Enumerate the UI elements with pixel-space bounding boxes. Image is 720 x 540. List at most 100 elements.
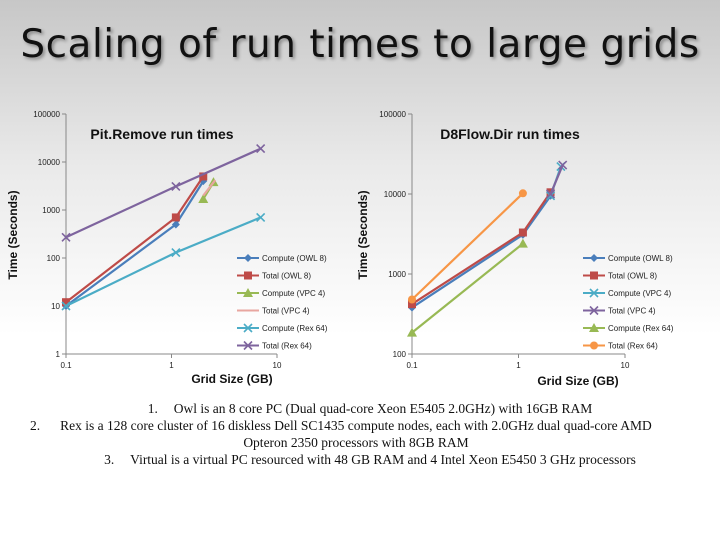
y-tick-label: 1000 xyxy=(388,270,406,279)
data-point xyxy=(545,189,556,199)
series-line xyxy=(411,242,524,334)
y-tick-label: 100000 xyxy=(379,110,406,119)
footnote-2: 2. Rex is a 128 core cluster of 16 diskle… xyxy=(30,418,652,450)
d8flowdir-chart: 100 1000 10000 100000 0.1 1 10 D8Flow.Dir run t… xyxy=(356,110,674,388)
data-point xyxy=(545,191,556,201)
legend-marker xyxy=(590,271,598,280)
data-point xyxy=(517,238,528,248)
data-point xyxy=(198,193,209,203)
chart-title: D8Flow.Dir run times xyxy=(440,126,580,142)
legend-label: Total (OWL 8) xyxy=(262,272,311,281)
legend-label: Compute (OWL 8) xyxy=(262,254,327,263)
legend-label: Total (VPC 4) xyxy=(608,307,656,316)
footnote-3: 3. Virtual is a virtual PC resourced with… xyxy=(104,452,636,467)
legend-item: Compute (OWL 8) xyxy=(237,254,327,263)
y-tick-label: 10000 xyxy=(38,158,61,167)
y-tick-label: 100 xyxy=(47,254,61,263)
footnote-1: 1. Owl is an 8 core PC (Dual quad-core Xe… xyxy=(147,401,593,416)
x-tick-label: 1 xyxy=(169,361,174,370)
series-line xyxy=(65,147,262,239)
legend-label: Compute (Rex 64) xyxy=(608,324,674,333)
legend-item: Total (Rex 64) xyxy=(237,340,312,351)
series-total-vpc-4 xyxy=(202,179,217,197)
series-compute-rex-64 xyxy=(407,238,528,337)
data-point xyxy=(518,189,527,198)
legend-marker xyxy=(589,323,599,332)
legend-marker xyxy=(244,271,252,280)
legend-marker xyxy=(590,254,598,262)
legend-label: Compute (VPC 4) xyxy=(262,289,325,298)
y-tick-label: 100 xyxy=(393,350,407,359)
legend-item: Total (Rex 64) xyxy=(583,341,658,351)
x-axis-title: Grid Size (GB) xyxy=(537,374,618,388)
y-tick-label: 10 xyxy=(51,302,60,311)
data-point xyxy=(408,300,416,309)
series-total-owl-8 xyxy=(62,172,208,307)
legend-label: Compute (Rex 64) xyxy=(262,324,328,333)
data-point xyxy=(199,172,208,181)
data-point xyxy=(61,301,71,311)
slide-title: Scaling of run times to large grids xyxy=(20,22,700,67)
y-axis-title: Time (Seconds) xyxy=(356,190,370,279)
series-line xyxy=(65,216,262,307)
legend-label: Total (Rex 64) xyxy=(262,342,312,351)
legend-marker xyxy=(244,254,252,262)
legend-label: Total (Rex 64) xyxy=(608,342,658,351)
legend-marker xyxy=(243,288,253,297)
legend-marker xyxy=(590,341,598,350)
legend-marker xyxy=(243,323,253,333)
y-tick-label: 1 xyxy=(56,350,61,359)
legend-label: Total (OWL 8) xyxy=(608,272,657,281)
legend-item: Total (OWL 8) xyxy=(237,271,311,281)
data-point xyxy=(558,160,568,170)
y-tick-label: 10000 xyxy=(384,190,407,199)
series-total-owl-8 xyxy=(408,188,555,309)
legend-item: Compute (OWL 8) xyxy=(583,254,673,263)
legend-label: Total (VPC 4) xyxy=(262,307,310,316)
pitremove-chart: 1 10 100 1000 10000 100000 0.1 1 10 Pit.Remove ru… xyxy=(6,110,328,386)
data-point xyxy=(61,232,71,242)
legend-item: Total (VPC 4) xyxy=(583,305,656,316)
x-tick-label: 1 xyxy=(516,361,521,370)
legend-label: Compute (VPC 4) xyxy=(608,289,671,298)
legend-item: Compute (Rex 64) xyxy=(583,323,674,333)
data-point xyxy=(408,295,416,304)
legend-item: Total (VPC 4) xyxy=(237,307,310,316)
series-total-rex-64 xyxy=(408,189,527,304)
legend-item: Compute (VPC 4) xyxy=(237,288,325,298)
y-axis-title: Time (Seconds) xyxy=(6,190,20,279)
series-line xyxy=(202,179,217,197)
series-line xyxy=(549,164,564,195)
chart-title: Pit.Remove run times xyxy=(90,126,233,142)
legend-item: Compute (VPC 4) xyxy=(583,288,671,298)
data-point xyxy=(256,212,266,223)
legend-marker xyxy=(589,305,599,316)
y-tick-label: 100000 xyxy=(33,110,60,119)
data-point xyxy=(171,220,180,229)
series-compute-rex-64 xyxy=(61,212,266,311)
y-tick-label: 1000 xyxy=(42,206,60,215)
legend-item: Total (OWL 8) xyxy=(583,271,657,281)
x-tick-label: 10 xyxy=(621,361,630,370)
legend-marker xyxy=(243,340,253,351)
legend-marker xyxy=(589,288,599,298)
legend-label: Compute (OWL 8) xyxy=(608,254,673,263)
x-tick-label: 0.1 xyxy=(60,361,72,370)
data-point xyxy=(171,247,181,258)
data-point xyxy=(407,327,417,337)
series-compute-owl-8 xyxy=(62,177,208,310)
x-tick-label: 0.1 xyxy=(406,361,418,370)
data-point xyxy=(518,228,527,237)
series-line xyxy=(65,175,205,304)
x-tick-label: 10 xyxy=(273,361,282,370)
footnotes: 1. Owl is an 8 core PC (Dual quad-core Xe… xyxy=(30,400,710,468)
series-line xyxy=(411,191,552,306)
series-total-rex-64 xyxy=(61,144,266,242)
data-point xyxy=(171,181,181,191)
x-axis-title: Grid Size (GB) xyxy=(191,372,272,386)
legend-item: Compute (Rex 64) xyxy=(237,323,328,333)
series-line xyxy=(411,192,524,301)
data-point xyxy=(62,298,70,307)
data-point xyxy=(256,144,266,154)
series-total-vpc-4 xyxy=(545,160,568,199)
